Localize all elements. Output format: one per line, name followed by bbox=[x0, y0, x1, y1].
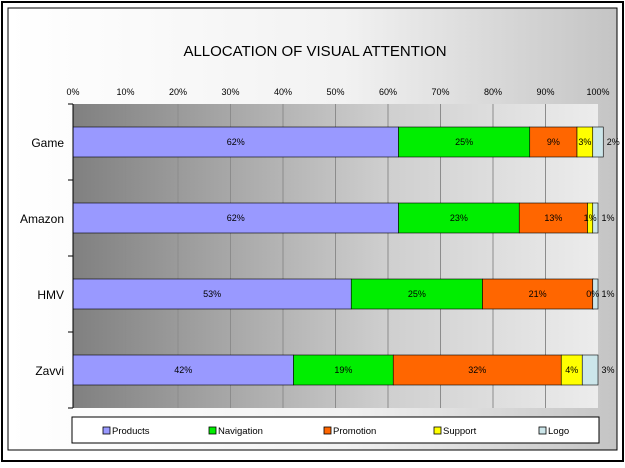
legend bbox=[71, 416, 600, 444]
bar-navigation-hmv bbox=[350, 278, 483, 310]
data-label: 25% bbox=[408, 289, 426, 299]
category-label-hmv: HMV bbox=[37, 288, 64, 302]
x-tick-label: 60% bbox=[379, 87, 397, 97]
x-tick-label: 40% bbox=[274, 87, 292, 97]
legend-label-logo: Logo bbox=[548, 426, 569, 437]
data-label: 4% bbox=[565, 365, 578, 375]
x-tick-label: 0% bbox=[66, 87, 79, 97]
data-label: 2% bbox=[607, 137, 620, 147]
bar-navigation-amazon bbox=[398, 202, 520, 234]
bar-logo-hmv bbox=[592, 278, 599, 310]
data-label: 1% bbox=[584, 213, 597, 223]
y-axis-categories: Game Amazon HMV Zavvi bbox=[20, 136, 64, 378]
bar-promotion-amazon bbox=[518, 202, 588, 234]
legend-label-promotion: Promotion bbox=[333, 426, 376, 437]
axis-lines bbox=[68, 103, 74, 409]
data-label: 0% bbox=[586, 289, 599, 299]
data-label: 62% bbox=[227, 137, 245, 147]
x-tick-label: 80% bbox=[484, 87, 502, 97]
legend-label-navigation: Navigation bbox=[218, 426, 263, 437]
bar-navigation-zavvi bbox=[293, 354, 394, 386]
data-label: 9% bbox=[547, 137, 560, 147]
legend-swatch-navigation bbox=[208, 426, 217, 435]
legend-swatch-logo bbox=[538, 426, 547, 435]
category-label-amazon: Amazon bbox=[20, 212, 64, 226]
data-label: 42% bbox=[174, 365, 192, 375]
legend-label-products: Products bbox=[112, 426, 150, 437]
data-label: 1% bbox=[601, 213, 614, 223]
legend-items: Products Navigation Promotion Support Logo bbox=[102, 426, 569, 437]
data-label: 13% bbox=[544, 213, 562, 223]
bar-logo-amazon bbox=[592, 202, 599, 234]
x-tick-label: 50% bbox=[326, 87, 344, 97]
data-label: 23% bbox=[450, 213, 468, 223]
bar-logo-game bbox=[592, 126, 604, 158]
data-label: 21% bbox=[529, 289, 547, 299]
data-label: 62% bbox=[227, 213, 245, 223]
data-label: 25% bbox=[455, 137, 473, 147]
legend-swatch-promotion bbox=[323, 426, 332, 435]
legend-swatch-support bbox=[433, 426, 442, 435]
x-tick-label: 90% bbox=[536, 87, 554, 97]
category-label-game: Game bbox=[31, 136, 64, 150]
x-tick-label: 30% bbox=[221, 87, 239, 97]
data-label: 3% bbox=[601, 365, 614, 375]
x-axis-ticks: 0% 10% 20% 30% 40% 50% 60% 70% 80% 90% 100% bbox=[66, 87, 609, 97]
bars bbox=[72, 126, 604, 386]
x-tick-label: 70% bbox=[431, 87, 449, 97]
x-tick-label: 10% bbox=[116, 87, 134, 97]
data-label: 53% bbox=[203, 289, 221, 299]
bar-promotion-game bbox=[529, 126, 578, 158]
x-tick-label: 100% bbox=[586, 87, 609, 97]
legend-swatch-products bbox=[102, 426, 111, 435]
data-label: 32% bbox=[468, 365, 486, 375]
bar-products-zavvi bbox=[72, 354, 294, 386]
data-labels: 62% 25% 9% 3% 2%62% 23% 13% 1% 1%53% 25% 21% 0% 1%42… bbox=[174, 137, 620, 375]
category-label-zavvi: Zavvi bbox=[35, 364, 64, 378]
legend-label-support: Support bbox=[443, 426, 477, 437]
bar-promotion-hmv bbox=[482, 278, 594, 310]
x-tick-label: 20% bbox=[169, 87, 187, 97]
data-label: 1% bbox=[601, 289, 614, 299]
data-label: 19% bbox=[334, 365, 352, 375]
bar-logo-zavvi bbox=[581, 354, 599, 386]
bar-products-amazon bbox=[72, 202, 399, 234]
data-label: 3% bbox=[578, 137, 591, 147]
chart-title: ALLOCATION OF VISUAL ATTENTION bbox=[183, 43, 446, 60]
bar-products-game bbox=[72, 126, 399, 158]
